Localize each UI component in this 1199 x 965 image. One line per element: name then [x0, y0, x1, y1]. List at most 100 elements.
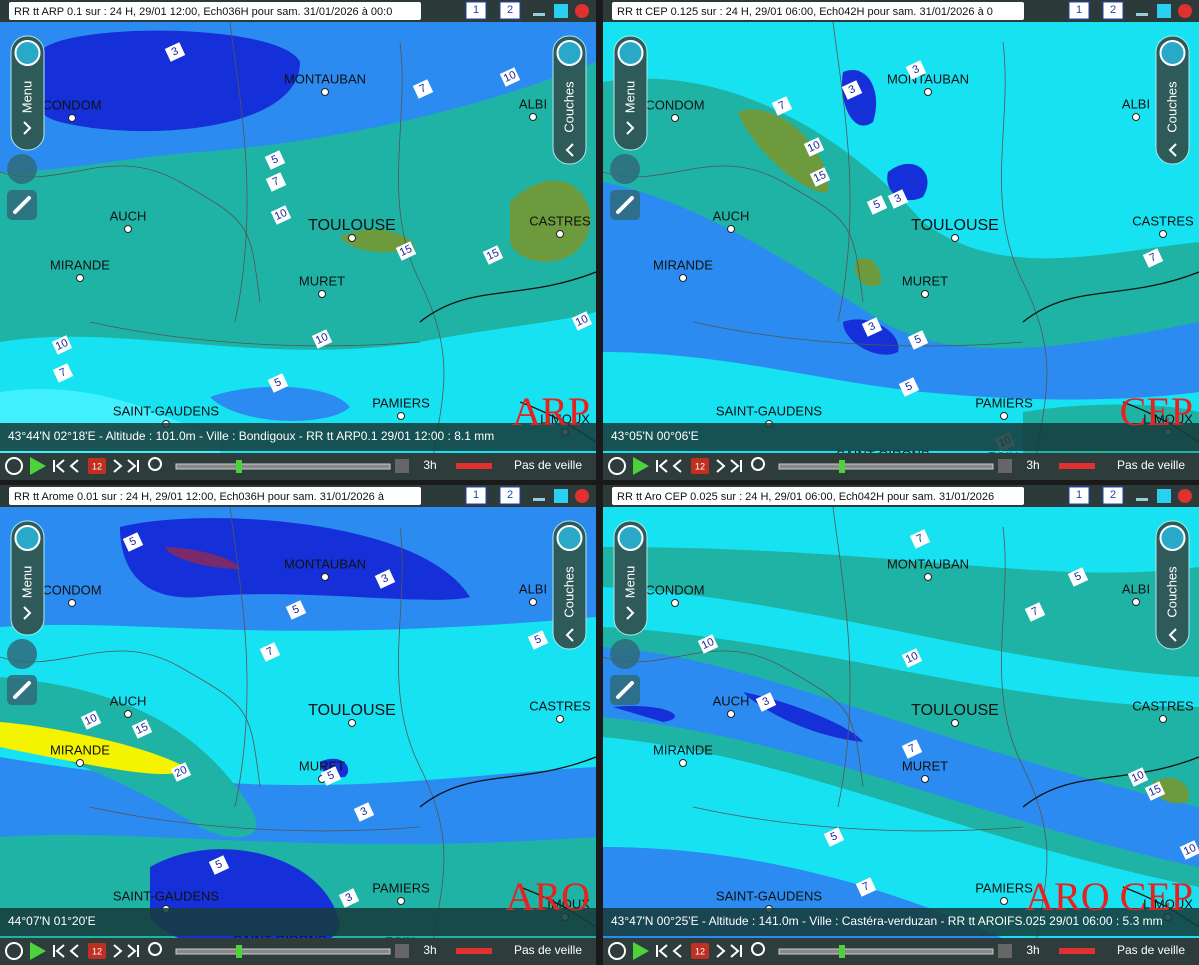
window-button[interactable] [1102, 1, 1124, 20]
slider-thumb[interactable] [236, 460, 242, 473]
clock-button[interactable] [608, 457, 626, 475]
minus-box[interactable] [998, 459, 1012, 473]
contour-value: 5 [872, 198, 883, 211]
contour-value: 7 [915, 532, 926, 545]
contour-label-bg [412, 79, 434, 99]
contour-label: 10 [270, 205, 292, 225]
lock-icon [556, 40, 583, 66]
city-dot [529, 598, 537, 606]
minus-box[interactable] [998, 944, 1012, 958]
zoom-button[interactable] [148, 942, 162, 956]
menu-button[interactable] [613, 35, 648, 151]
contour-value: 10 [1182, 842, 1198, 858]
menu-button[interactable] [10, 35, 45, 151]
play-button[interactable] [30, 457, 46, 475]
minimize-button[interactable] [533, 498, 545, 501]
map-panel: CONDOM MONTAUBAN ALBI AUCH TOULOUSE CASTRES MI… [0, 0, 596, 480]
slider-thumb[interactable] [839, 460, 845, 473]
window-button[interactable] [465, 1, 487, 20]
time-slider[interactable] [778, 948, 994, 955]
menu-button[interactable] [10, 520, 45, 636]
nav-buttons[interactable] [53, 459, 139, 473]
calendar-button[interactable] [88, 458, 106, 474]
time-slider[interactable] [778, 463, 994, 470]
maximize-button[interactable] [1157, 489, 1171, 503]
contour-value: 7 [58, 366, 69, 379]
contour-label-bg [52, 363, 74, 383]
minimize-button[interactable] [533, 13, 545, 16]
contour-value: 7 [907, 742, 918, 755]
layers-button[interactable] [552, 35, 587, 165]
status-text: 43°05'N 00°06'E [611, 429, 699, 443]
clock-button[interactable] [5, 942, 23, 960]
window-button[interactable] [499, 1, 521, 20]
city-dot [679, 759, 687, 767]
contour-value: 10 [314, 331, 330, 347]
maximize-button[interactable] [554, 489, 568, 503]
layers-button[interactable] [1155, 35, 1190, 165]
clock-button[interactable] [608, 942, 626, 960]
layers-button[interactable] [552, 520, 587, 650]
contour-label-bg [861, 317, 883, 337]
pan-button[interactable] [7, 639, 37, 669]
speed-slider[interactable] [1059, 948, 1095, 954]
minus-box[interactable] [395, 459, 409, 473]
window-button[interactable] [465, 486, 487, 505]
contour-value: 10 [574, 313, 590, 329]
calendar-day: 12 [92, 946, 102, 956]
close-button[interactable] [575, 489, 589, 503]
pan-button[interactable] [7, 154, 37, 184]
menu-button[interactable] [613, 520, 648, 636]
pan-button[interactable] [610, 639, 640, 669]
contour-label: 10 [571, 311, 593, 331]
contour-label: 7 [1142, 248, 1164, 268]
step-label: 3h [1026, 943, 1039, 957]
minimize-button[interactable] [1136, 13, 1148, 16]
play-button[interactable] [633, 457, 649, 475]
time-slider[interactable] [175, 948, 391, 955]
pan-button[interactable] [610, 154, 640, 184]
play-button[interactable] [633, 942, 649, 960]
calendar-button[interactable] [691, 943, 709, 959]
close-button[interactable] [1178, 4, 1192, 18]
city-label: MONTAUBAN [284, 71, 366, 86]
clock-button[interactable] [5, 457, 23, 475]
play-button[interactable] [30, 942, 46, 960]
close-button[interactable] [1178, 489, 1192, 503]
window-button[interactable] [1068, 1, 1090, 20]
minimize-button[interactable] [1136, 498, 1148, 501]
maximize-button[interactable] [554, 4, 568, 18]
speed-slider[interactable] [456, 948, 492, 954]
contour-value: 5 [270, 153, 281, 166]
window-button[interactable] [1102, 486, 1124, 505]
city-label: MONTAUBAN [887, 556, 969, 571]
speed-slider[interactable] [1059, 463, 1095, 469]
city-label: SAINT-GAUDENS [113, 888, 220, 903]
city-label: LIMOUX [540, 896, 590, 911]
nav-buttons[interactable] [656, 944, 742, 958]
zoom-button[interactable] [751, 942, 765, 956]
zoom-button[interactable] [148, 457, 162, 471]
maximize-button[interactable] [1157, 4, 1171, 18]
window-button[interactable] [499, 486, 521, 505]
slider-thumb[interactable] [839, 945, 845, 958]
contour-value: 7 [777, 99, 788, 112]
speed-slider[interactable] [456, 463, 492, 469]
calendar-button[interactable] [691, 458, 709, 474]
slider-thumb[interactable] [236, 945, 242, 958]
border-line [398, 526, 445, 963]
contour-label-bg [866, 195, 888, 215]
contour-label: 5 [320, 766, 342, 786]
calendar-button[interactable] [88, 943, 106, 959]
map-view: CONDOM MONTAUBAN ALBI AUCH TOULOUSE CASTRES MI… [603, 0, 1199, 480]
close-button[interactable] [575, 4, 589, 18]
nav-buttons[interactable] [656, 459, 742, 473]
nav-buttons[interactable] [53, 944, 139, 958]
minus-box[interactable] [395, 944, 409, 958]
city-label: MIRANDE [653, 742, 713, 757]
time-slider[interactable] [175, 463, 391, 470]
zoom-button[interactable] [751, 457, 765, 471]
layers-button[interactable] [1155, 520, 1190, 650]
window-button[interactable] [1068, 486, 1090, 505]
